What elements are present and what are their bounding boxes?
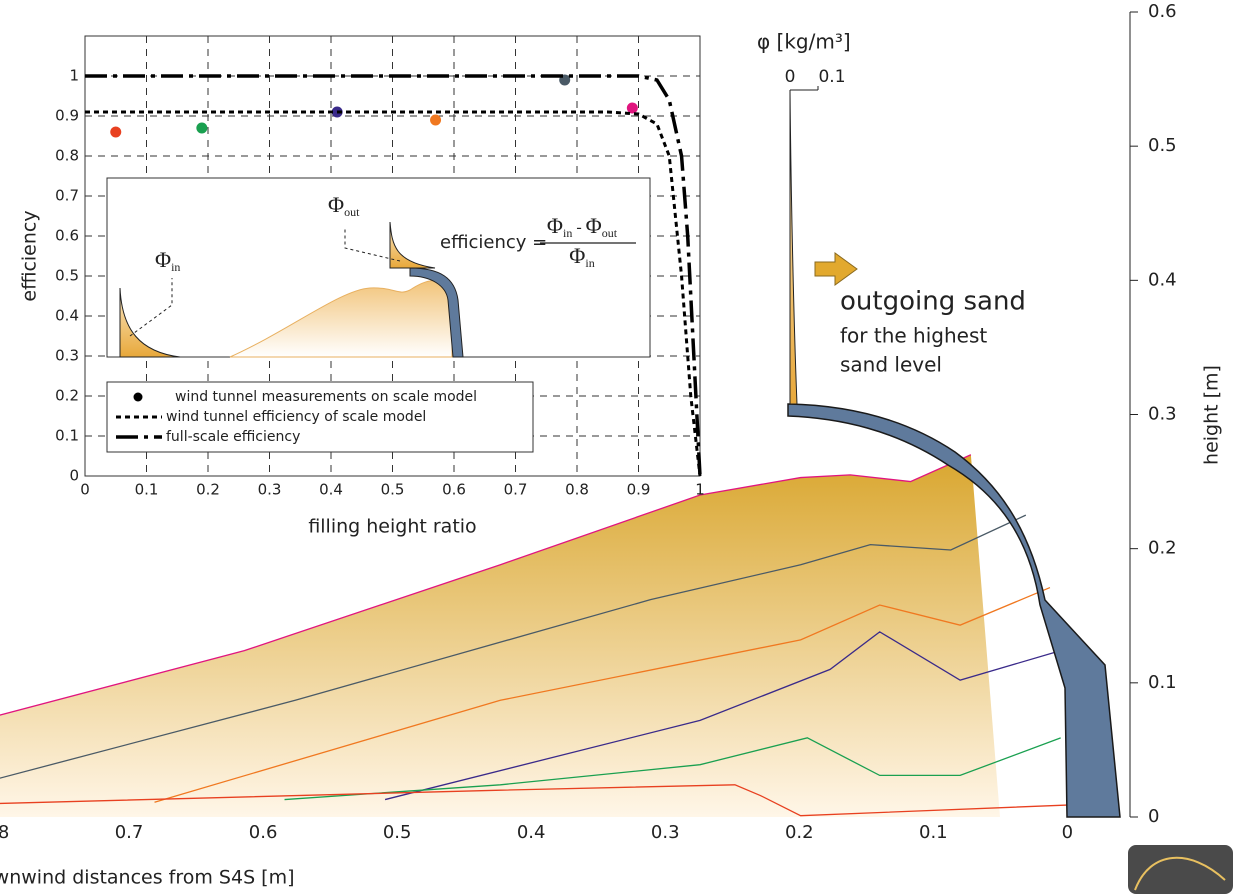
y-tick-label: 0.2 <box>55 387 79 405</box>
formula-denominator: Φin <box>569 243 594 270</box>
minus: - <box>576 219 581 236</box>
x-tick-label: 0.9 <box>627 481 651 499</box>
symbol: Φ <box>155 247 171 272</box>
y-tick-label: 0.3 <box>55 347 79 365</box>
symbol: Φ <box>569 243 585 268</box>
subscript: in <box>585 256 594 270</box>
y-tick-label: 0.5 <box>55 267 79 285</box>
legend-label: wind tunnel efficiency of scale model <box>166 409 426 425</box>
logo <box>1128 845 1233 894</box>
y-tick-label: 0.5 <box>1148 135 1177 156</box>
legend-label: wind tunnel measurements on scale model <box>175 389 477 405</box>
legend-marker <box>133 392 143 402</box>
sand-in <box>119 287 181 358</box>
inset-chart: 0 0.1 0.2 0.3 0.4 0.5 0.6 0.7 0.8 0.9 1 0 0.1 0.2 0.3 0… <box>19 35 705 538</box>
x-tick-label: 0.4 <box>319 481 343 499</box>
y-tick-label: 0.1 <box>55 427 79 445</box>
y-tick-label: 0.9 <box>55 107 79 125</box>
x-tick-label: 0.1 <box>919 822 948 843</box>
leader <box>129 228 401 337</box>
annotation-line: for the highest <box>840 324 987 348</box>
formula-lhs: efficiency = <box>440 232 547 253</box>
density-profile <box>789 89 798 405</box>
efficiency-line <box>85 74 702 477</box>
sand-profile <box>154 586 1051 803</box>
subscript: in <box>563 226 572 240</box>
y-tick-label: 0.4 <box>55 307 79 325</box>
x-tick-label: 0.2 <box>785 822 814 843</box>
x-axis-title: downwind distances from S4S [m] <box>0 867 295 889</box>
annotation-title: outgoing sand <box>840 287 1026 317</box>
y-tick-label: 0 <box>69 467 79 485</box>
x-axis-title: filling height ratio <box>308 516 476 538</box>
y-tick-label: 0.8 <box>55 147 79 165</box>
phi-out-label: Φout <box>328 192 360 219</box>
sand-profile <box>0 784 1071 817</box>
y-tick-label: 1 <box>69 67 79 85</box>
x-tick-label: 0.6 <box>442 481 466 499</box>
y-tick-label: 0.6 <box>55 227 79 245</box>
data-point <box>626 102 638 114</box>
subscript: out <box>344 205 360 219</box>
x-tick-label: 0.8 <box>0 822 9 843</box>
x-tick-label: 0.8 <box>565 481 589 499</box>
symbol: Φ <box>328 192 344 217</box>
x-tick-label: 0 <box>1062 822 1073 843</box>
data-point <box>110 126 122 138</box>
x-tick-label: 0.1 <box>135 481 159 499</box>
phi-in-label: Φin <box>155 247 180 274</box>
x-tick-label: 0.3 <box>258 481 282 499</box>
data-point <box>430 114 442 126</box>
y-tick-label: 0.1 <box>1148 672 1177 693</box>
x-tick-label: 0.6 <box>249 822 278 843</box>
legend-box <box>106 381 534 453</box>
annotation-line: sand level <box>840 353 942 377</box>
x-tick-label: 0.5 <box>381 481 405 499</box>
sand-profile <box>384 631 1061 801</box>
sand-fence <box>787 403 1121 818</box>
subscript: out <box>602 226 618 240</box>
x-tick-label: 0.3 <box>651 822 680 843</box>
x-tick-label: 0.7 <box>115 822 144 843</box>
efficiency-line <box>85 110 702 477</box>
sand-profile <box>0 514 1027 779</box>
density-tick-label: 0 <box>785 67 796 87</box>
y-tick-label: 0.4 <box>1148 269 1177 290</box>
x-tick-label: 1 <box>695 481 705 499</box>
y-tick-label: 0.3 <box>1148 404 1177 425</box>
y-tick-label: 0.2 <box>1148 538 1177 559</box>
x-tick-label: 0.7 <box>504 481 528 499</box>
x-tick-label: 0.5 <box>383 822 412 843</box>
symbol: Φ <box>547 213 563 238</box>
y-axis-title: efficiency <box>19 210 41 301</box>
x-tick-label: 0.4 <box>517 822 546 843</box>
density-label: φ [kg/m³] <box>757 30 851 54</box>
density-axis <box>790 86 819 91</box>
y-tick-label: 0.6 <box>1148 1 1177 22</box>
x-tick-label: 0 <box>80 481 90 499</box>
y-tick-label: 0 <box>1148 806 1159 827</box>
sand-profile <box>0 454 972 716</box>
density-tick-label: 0.1 <box>818 67 845 87</box>
y-tick-label: 0.7 <box>55 187 79 205</box>
data-point <box>196 122 208 134</box>
x-tick-label: 0.2 <box>196 481 220 499</box>
sand-profile <box>284 737 1061 801</box>
formula-numerator: Φin - Φout <box>547 213 618 240</box>
subscript: in <box>171 260 180 274</box>
legend-label: full-scale efficiency <box>166 429 300 445</box>
symbol: Φ <box>586 213 602 238</box>
fence <box>409 267 464 358</box>
y-axis-title: height [m] <box>1201 365 1223 465</box>
sand-area <box>0 454 1000 817</box>
sand-out <box>389 221 436 269</box>
arrow <box>814 252 858 286</box>
